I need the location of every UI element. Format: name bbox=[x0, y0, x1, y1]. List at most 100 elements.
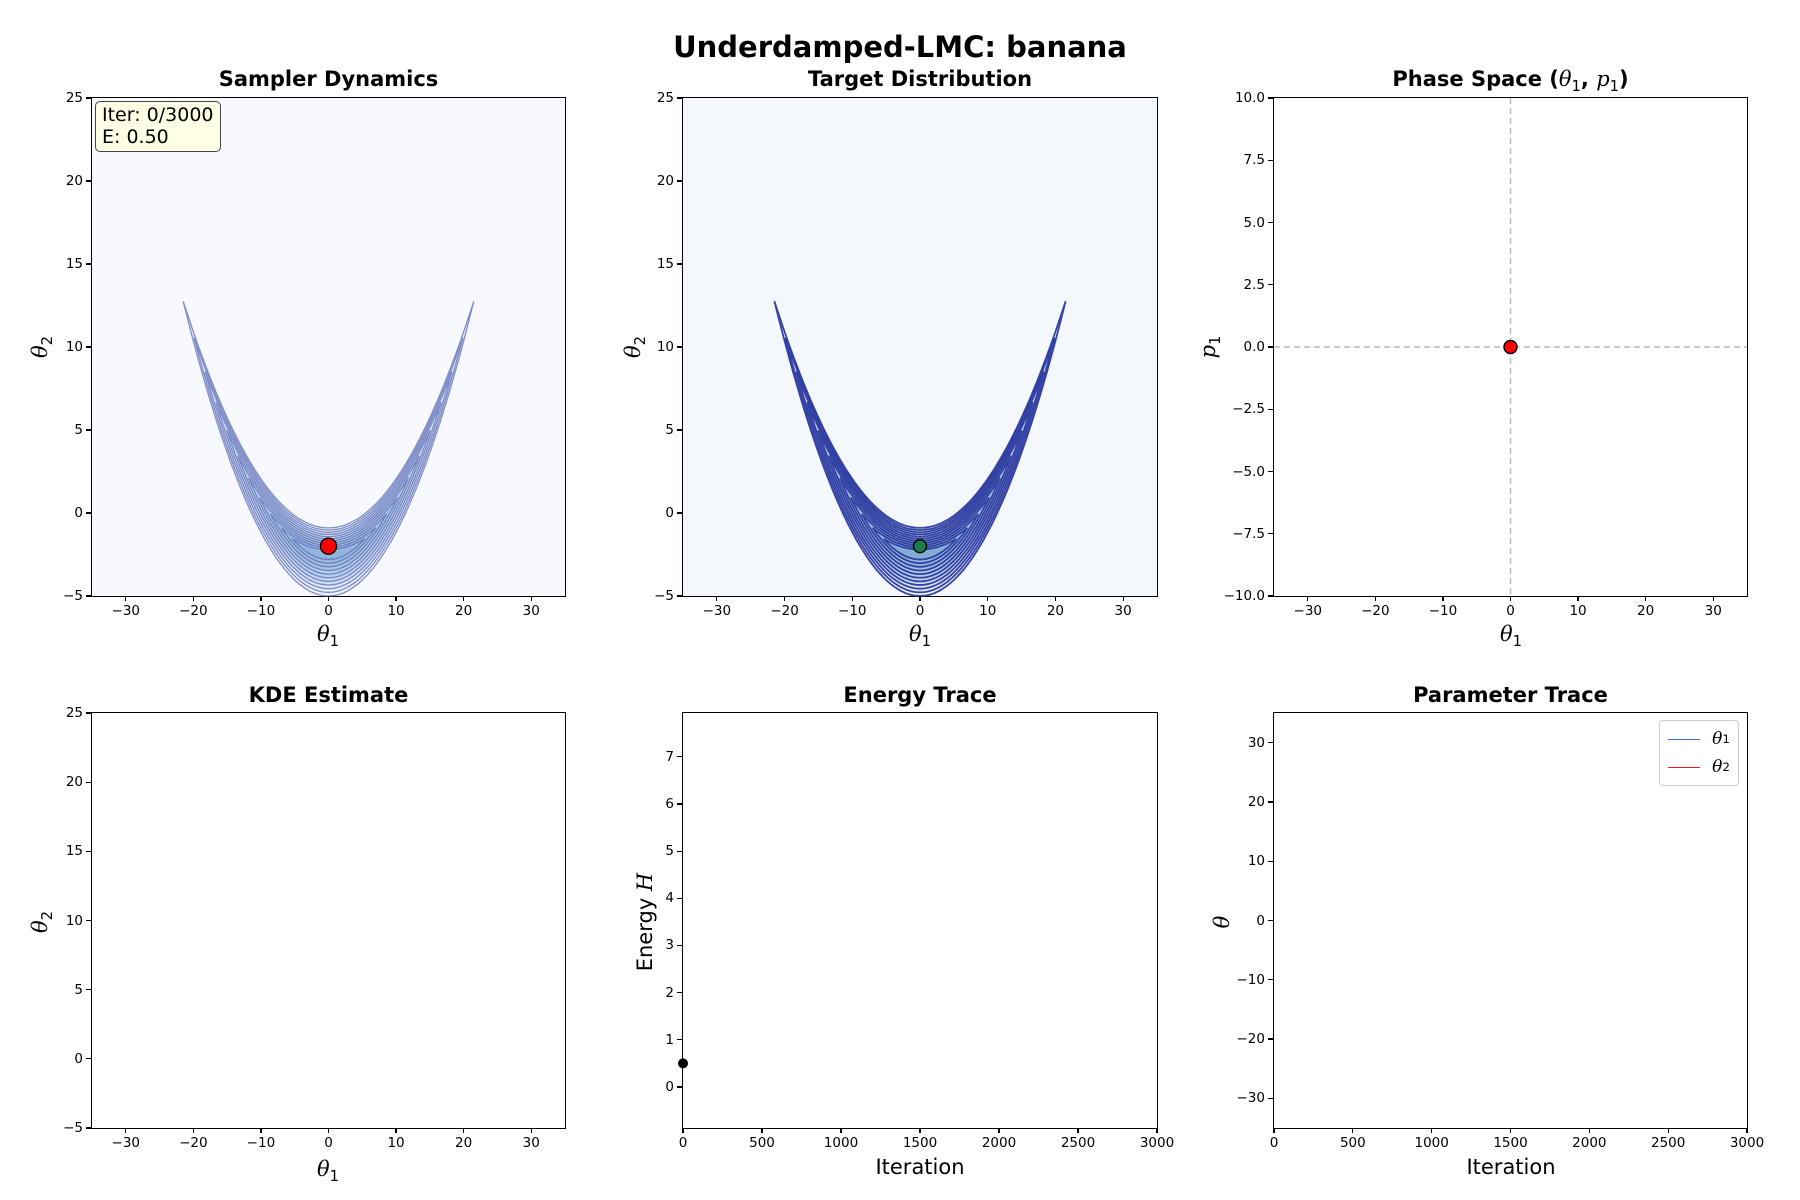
x-tick bbox=[1712, 596, 1714, 601]
iteration-info-box: Iter: 0/3000 E: 0.50 bbox=[95, 101, 221, 152]
density-contour bbox=[849, 496, 991, 572]
current-sample-marker bbox=[1503, 339, 1518, 355]
x-tick-label: 500 bbox=[749, 1135, 775, 1151]
y-tick bbox=[677, 263, 682, 265]
phase-plot-canvas bbox=[1274, 98, 1747, 596]
theta1-line-swatch bbox=[1668, 738, 1701, 740]
figure-title: Underdamped-LMC: banana bbox=[673, 30, 1127, 64]
x-tick-label: 10 bbox=[387, 603, 405, 619]
x-tick-label: 0 bbox=[1506, 603, 1515, 619]
kde-estimate-plot: −30 −20 −10 0 10 20 30 −5 0 5 10 15 20 25 bbox=[63, 705, 566, 1151]
x-tick bbox=[1509, 1128, 1512, 1133]
x-tick-label: 10 bbox=[387, 1135, 405, 1151]
y-tick bbox=[677, 992, 682, 994]
y-tick bbox=[677, 944, 682, 947]
target-xlabel-sym: θ bbox=[908, 622, 922, 646]
x-tick-label: −20 bbox=[179, 1135, 208, 1151]
x-tick bbox=[716, 596, 718, 601]
x-tick-label: 30 bbox=[522, 1135, 540, 1151]
y-tick bbox=[86, 1127, 91, 1129]
x-tick bbox=[1374, 596, 1376, 601]
x-tick-label: 0 bbox=[324, 1135, 333, 1151]
y-tick bbox=[1268, 1038, 1273, 1040]
density-contour bbox=[828, 455, 1012, 579]
density-contour bbox=[817, 430, 1023, 583]
x-tick-label: 0 bbox=[1269, 1135, 1279, 1151]
x-tick-label: 20 bbox=[455, 1135, 473, 1151]
y-tick-label: 15 bbox=[65, 843, 83, 860]
energy-marker bbox=[678, 1058, 688, 1069]
x-tick-label: −20 bbox=[1361, 603, 1390, 619]
phase-title-theta-sub: 1 bbox=[1571, 78, 1581, 96]
energy-value: E: 0.50 bbox=[102, 126, 169, 148]
density-contour bbox=[248, 477, 409, 575]
y-tick-label: 5 bbox=[665, 422, 674, 438]
y-tick-label: −10.0 bbox=[1223, 588, 1265, 604]
y-tick bbox=[1268, 979, 1273, 981]
x-tick bbox=[1431, 1128, 1433, 1133]
trace-title: Parameter Trace bbox=[1413, 683, 1608, 707]
y-tick-label: 20 bbox=[1247, 793, 1265, 810]
x-tick-label: 2000 bbox=[981, 1135, 1017, 1151]
y-tick-label: 5 bbox=[74, 422, 83, 438]
x-tick bbox=[1746, 1128, 1748, 1133]
y-tick bbox=[677, 897, 682, 899]
y-tick-label: 25 bbox=[65, 705, 83, 721]
y-tick bbox=[86, 595, 91, 597]
y-tick bbox=[1268, 533, 1273, 535]
y-tick bbox=[677, 429, 682, 431]
x-tick-label: −30 bbox=[111, 1135, 141, 1151]
y-tick bbox=[1268, 221, 1273, 224]
y-tick bbox=[677, 1039, 682, 1041]
sampler-xlabel: θ1 bbox=[317, 622, 339, 650]
x-tick-label: 3000 bbox=[1729, 1135, 1765, 1151]
y-tick-label: −2.5 bbox=[1232, 401, 1265, 418]
y-tick-label: 3 bbox=[665, 937, 674, 954]
sampler-ylabel: θ2 bbox=[28, 336, 56, 358]
phase-xlabel: θ1 bbox=[1500, 622, 1522, 650]
y-tick bbox=[86, 850, 91, 852]
x-tick bbox=[1273, 1128, 1275, 1133]
y-tick bbox=[1268, 1097, 1273, 1099]
y-tick-label: 0 bbox=[665, 505, 674, 521]
x-tick bbox=[919, 1128, 921, 1133]
x-tick bbox=[1645, 596, 1647, 601]
energy-ylabel-text: Energy bbox=[633, 891, 657, 972]
y-tick-label: 10 bbox=[656, 339, 674, 355]
y-tick bbox=[1268, 801, 1273, 803]
x-tick bbox=[682, 1128, 684, 1133]
x-tick bbox=[998, 1128, 1000, 1133]
y-tick-label: 15 bbox=[65, 256, 83, 272]
kde-ylabel: θ2 bbox=[28, 911, 56, 933]
x-tick-label: 1000 bbox=[823, 1135, 859, 1151]
x-tick-label: −10 bbox=[246, 1135, 276, 1151]
y-tick-label: 25 bbox=[65, 90, 83, 106]
x-tick bbox=[530, 1128, 532, 1133]
y-tick-label: 7 bbox=[665, 748, 674, 765]
x-tick bbox=[327, 1128, 330, 1133]
x-tick bbox=[761, 1128, 763, 1133]
y-tick-label: −10 bbox=[1236, 971, 1266, 988]
energy-ylabel: Energy H bbox=[633, 873, 657, 972]
density-contour bbox=[806, 402, 1034, 586]
y-tick bbox=[86, 781, 91, 783]
x-tick-label: 10 bbox=[1569, 603, 1587, 619]
y-tick-label: 15 bbox=[656, 256, 674, 272]
energy-title: Energy Trace bbox=[843, 683, 997, 707]
y-tick bbox=[677, 180, 682, 182]
x-tick-label: 1500 bbox=[1493, 1135, 1528, 1151]
y-tick bbox=[1268, 919, 1273, 922]
x-tick-label: 1000 bbox=[1414, 1135, 1449, 1151]
x-tick-label: 3000 bbox=[1139, 1135, 1175, 1151]
y-tick-label: 5 bbox=[74, 981, 83, 998]
x-tick bbox=[1156, 1128, 1158, 1133]
legend-label-theta1: θ bbox=[1712, 729, 1723, 749]
kde-xlabel: θ1 bbox=[317, 1157, 339, 1185]
kde-ylabel-sub: 2 bbox=[39, 910, 57, 921]
x-tick bbox=[1667, 1128, 1669, 1133]
target-plot-canvas bbox=[773, 301, 1067, 597]
